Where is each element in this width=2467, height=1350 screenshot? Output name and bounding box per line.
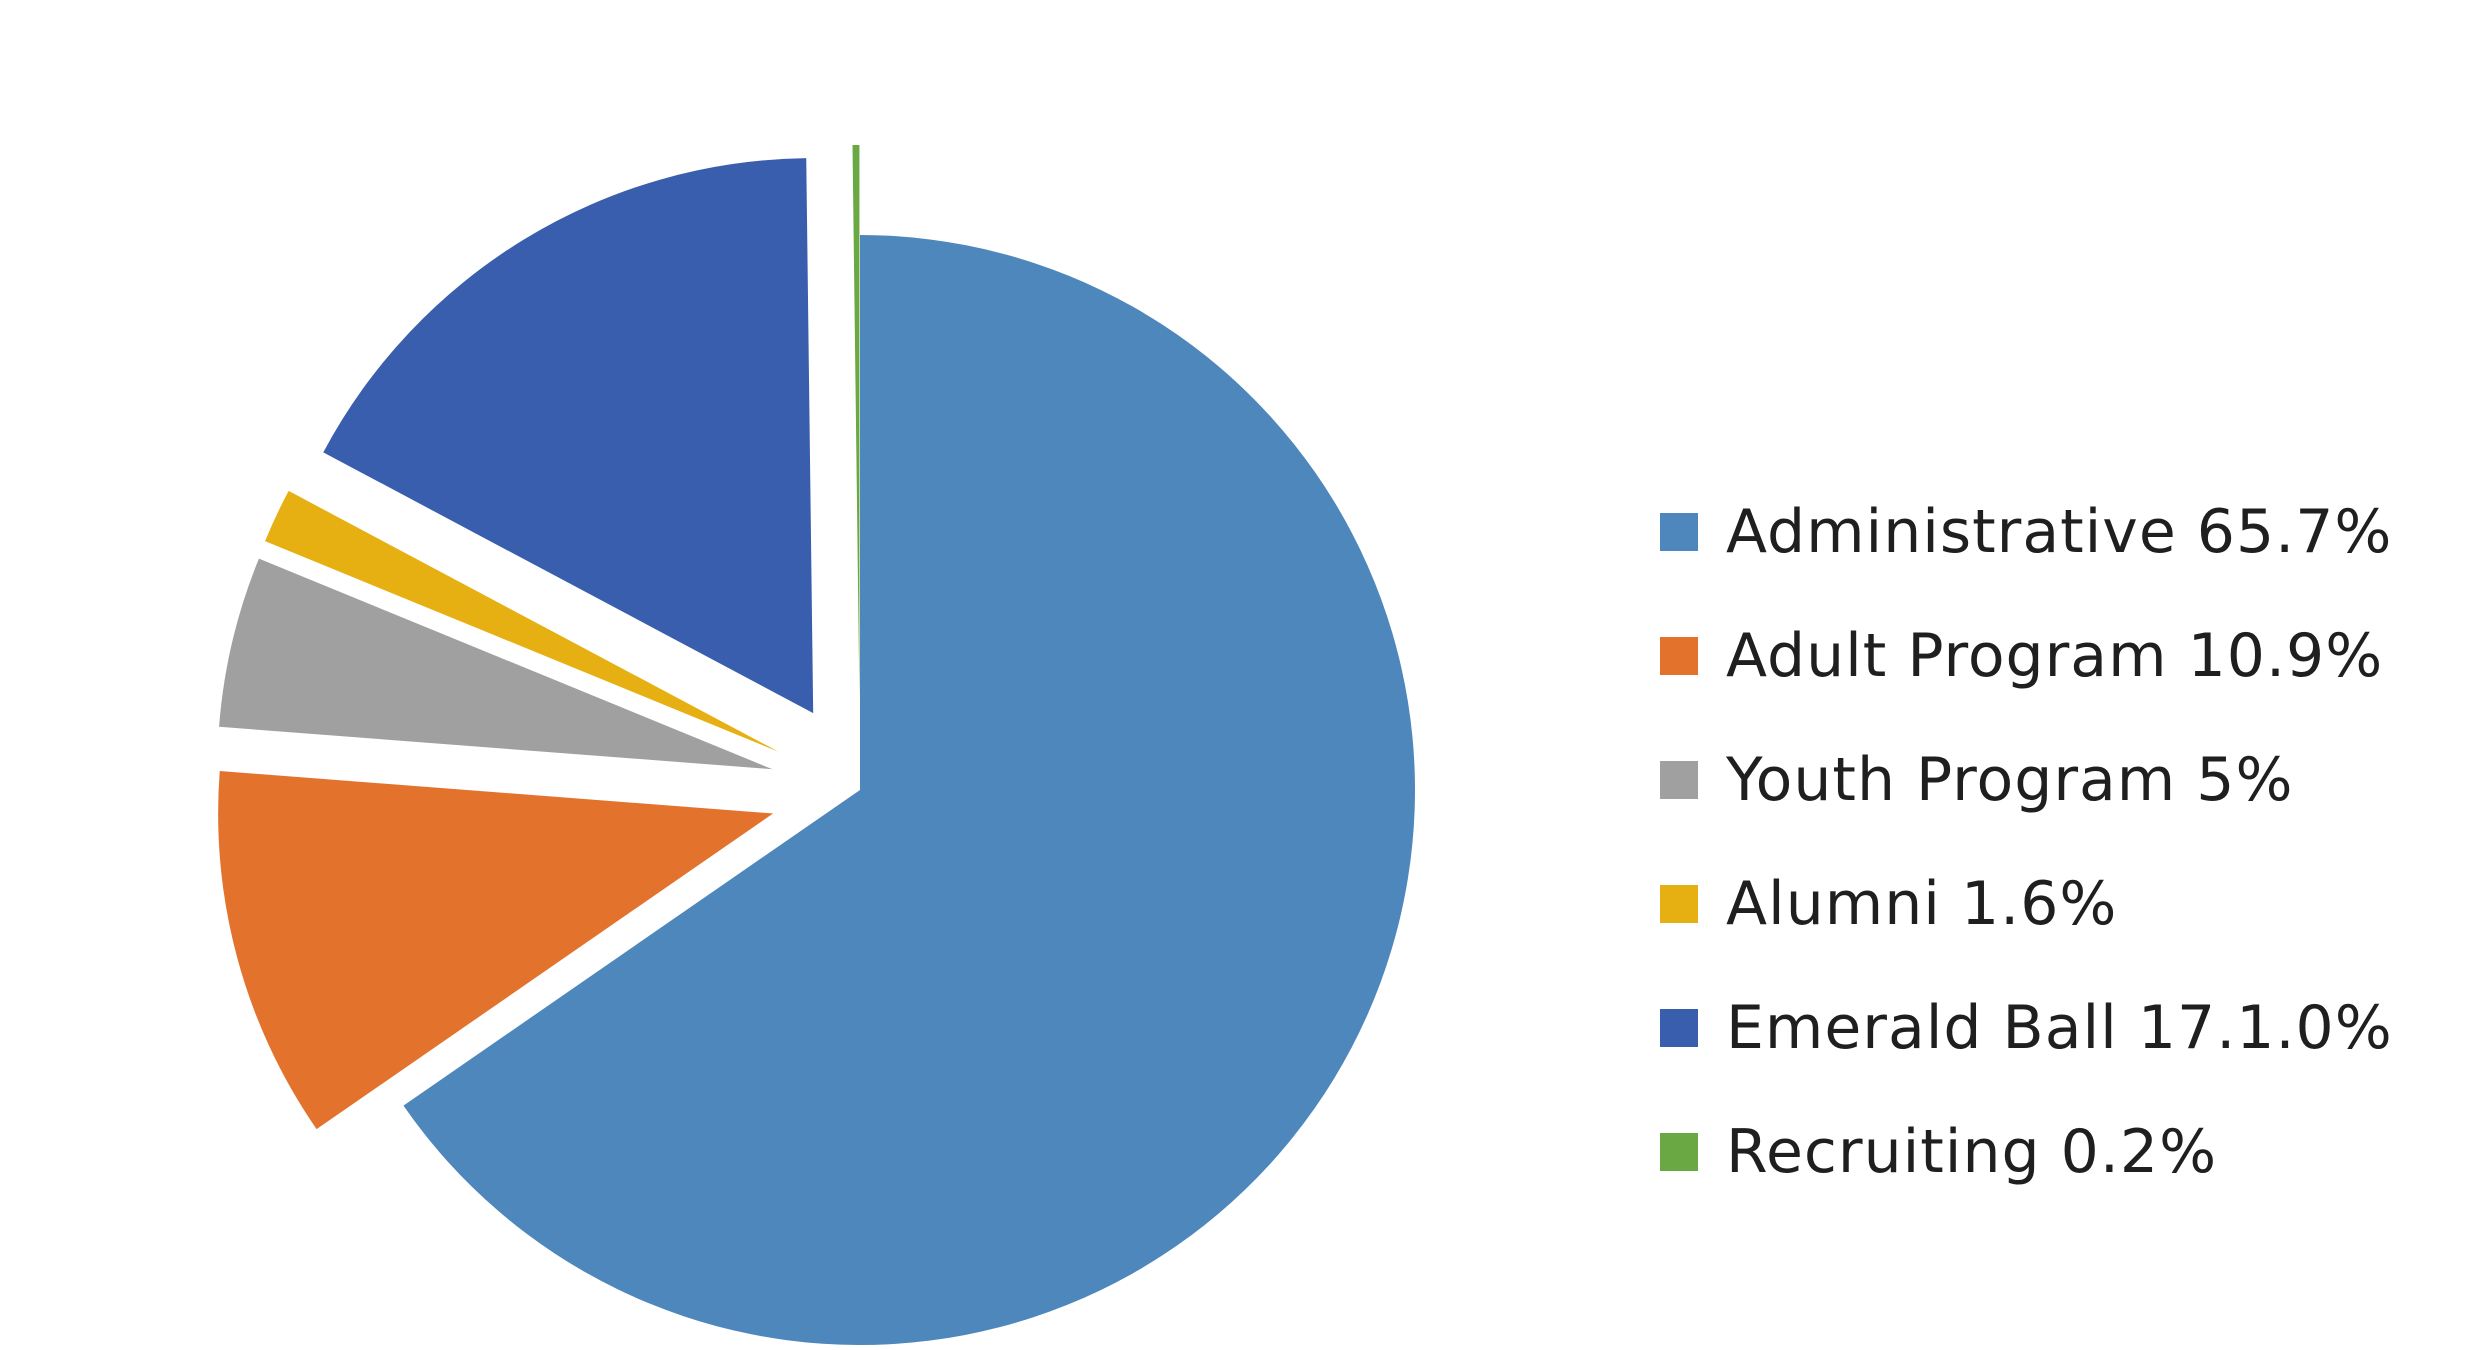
legend-label-adult-program: Adult Program 10.9% — [1726, 621, 2384, 691]
legend-item-alumni: Alumni 1.6% — [1660, 842, 2450, 966]
pie-slice-adult-program — [218, 771, 774, 1130]
legend-item-emerald-ball: Emerald Ball 17.1.0% — [1660, 966, 2450, 1090]
legend-label-administrative: Administrative 65.7% — [1726, 497, 2393, 567]
legend-label-alumni: Alumni 1.6% — [1726, 869, 2118, 939]
legend-swatch-alumni — [1660, 885, 1698, 923]
legend-item-administrative: Administrative 65.7% — [1660, 470, 2450, 594]
legend-label-youth-program: Youth Program 5% — [1726, 745, 2294, 815]
legend-swatch-emerald-ball — [1660, 1009, 1698, 1047]
legend-item-adult-program: Adult Program 10.9% — [1660, 594, 2450, 718]
legend-swatch-recruiting — [1660, 1133, 1698, 1171]
legend-swatch-youth-program — [1660, 761, 1698, 799]
pie-slices — [218, 145, 1415, 1345]
legend-swatch-adult-program — [1660, 637, 1698, 675]
chart-legend: Administrative 65.7% Adult Program 10.9%… — [1660, 470, 2450, 1214]
legend-swatch-administrative — [1660, 513, 1698, 551]
pie-slice-alumni — [265, 490, 779, 752]
legend-item-youth-program: Youth Program 5% — [1660, 718, 2450, 842]
pie-slice-youth-program — [219, 558, 773, 770]
legend-label-emerald-ball: Emerald Ball 17.1.0% — [1726, 993, 2393, 1063]
pie-slice-recruiting — [852, 145, 860, 701]
pie-slice-administrative — [403, 235, 1415, 1345]
legend-label-recruiting: Recruiting 0.2% — [1726, 1117, 2218, 1187]
legend-item-recruiting: Recruiting 0.2% — [1660, 1090, 2450, 1214]
pie-slice-emerald-ball — [323, 158, 814, 714]
